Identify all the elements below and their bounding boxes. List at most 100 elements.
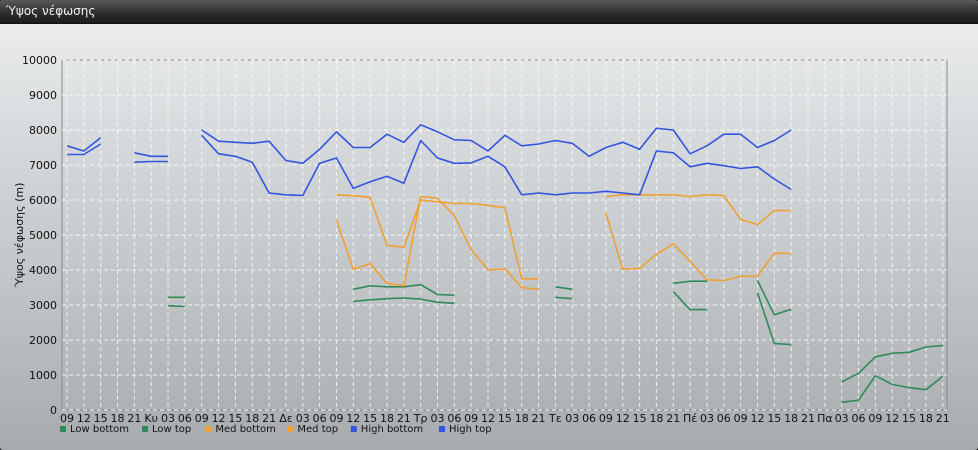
x-tick-label: 21 [666, 412, 680, 425]
series-line [201, 134, 792, 197]
x-tick-label: 12 [750, 412, 764, 425]
series-line [841, 374, 944, 404]
series-line [201, 124, 792, 165]
x-tick-label: 06 [313, 412, 327, 425]
x-tick-label: 12 [885, 412, 899, 425]
series-line [841, 344, 943, 383]
series-line [672, 291, 707, 311]
series-line [67, 143, 102, 156]
x-tick-label: 06 [717, 412, 731, 425]
series-line [353, 283, 455, 296]
x-tick-label: 15 [94, 412, 108, 425]
series-line [673, 280, 707, 285]
x-tick-label: 06 [582, 412, 596, 425]
series-line [756, 280, 792, 316]
x-tick-label: 12 [616, 412, 630, 425]
x-tick-label: 06 [447, 412, 461, 425]
x-tick-label: 18 [380, 412, 394, 425]
series-line [555, 296, 573, 300]
series-high-bottom [67, 134, 792, 197]
y-tick-label: 0 [50, 404, 57, 417]
x-tick-label: 21 [397, 412, 411, 425]
x-tick-label: Πα [817, 412, 833, 425]
legend-swatch [439, 426, 445, 432]
x-tick-label: 09 [60, 412, 74, 425]
x-tick-label: 15 [363, 412, 377, 425]
x-tick-label: 12 [77, 412, 91, 425]
x-tick-label: 03 [565, 412, 579, 425]
x-tick-label: 18 [515, 412, 529, 425]
legend-label: Med bottom [215, 424, 275, 435]
x-tick-label: Κυ [144, 412, 158, 425]
series-line [555, 286, 573, 291]
x-tick-label: 12 [346, 412, 360, 425]
x-tick-label: 12 [481, 412, 495, 425]
series-med-bottom [335, 195, 792, 291]
title-bar: Ύψος νέφωσης [0, 0, 978, 24]
x-tick-label: 09 [329, 412, 343, 425]
series-line [134, 152, 168, 158]
x-tick-label: Δε [279, 412, 293, 425]
y-tick-label: 2000 [29, 334, 57, 347]
series-line [336, 194, 539, 280]
y-tick-label: 10000 [22, 54, 57, 67]
series-line [167, 304, 185, 308]
series-low-bottom [167, 291, 943, 383]
x-tick-label: 15 [633, 412, 647, 425]
x-tick-label: 18 [919, 412, 933, 425]
x-tick-label: 15 [902, 412, 916, 425]
x-tick-label: 18 [649, 412, 663, 425]
x-tick-label: 18 [784, 412, 798, 425]
y-tick-label: 5000 [29, 229, 57, 242]
series-med-top [336, 194, 792, 280]
x-tick-label: 21 [127, 412, 141, 425]
x-tick-label: Τε [548, 412, 562, 425]
legend-swatch [350, 426, 357, 432]
y-tick-label: 1000 [29, 369, 57, 382]
x-tick-label: 03 [700, 412, 714, 425]
series-low-top [168, 280, 944, 404]
x-tick-label: 06 [178, 412, 192, 425]
x-tick-label: 21 [532, 412, 546, 425]
legend-label: High top [449, 424, 492, 435]
x-tick-label: 09 [599, 412, 613, 425]
x-tick-label: 03 [835, 412, 849, 425]
x-tick-label: 21 [936, 412, 950, 425]
series-line [66, 137, 102, 152]
x-tick-label: 21 [262, 412, 276, 425]
legend-label: High bottom [361, 424, 423, 435]
x-tick-label: 09 [734, 412, 748, 425]
x-tick-label: 12 [212, 412, 226, 425]
x-tick-label: 03 [296, 412, 310, 425]
y-tick-label: 8000 [29, 124, 57, 137]
legend-swatch [142, 426, 148, 432]
series-high-top [66, 124, 792, 165]
legend-swatch [60, 426, 66, 432]
y-tick-label: 9000 [29, 89, 57, 102]
x-tick-label: 09 [868, 412, 882, 425]
x-tick-label: 18 [111, 412, 125, 425]
x-tick-label: 03 [161, 412, 175, 425]
legend-swatch [205, 426, 212, 432]
x-tick-label: 21 [801, 412, 815, 425]
x-tick-label: Πέ [683, 412, 697, 425]
legend-label: Low top [152, 424, 191, 435]
legend-label: Med top [297, 424, 338, 435]
x-tick-label: 15 [228, 412, 242, 425]
series-line [605, 213, 792, 282]
x-tick-label: 09 [464, 412, 478, 425]
x-tick-label: 09 [195, 412, 209, 425]
y-tick-label: 6000 [29, 194, 57, 207]
series-line [605, 194, 792, 226]
series-line [134, 160, 168, 163]
series-line [756, 292, 792, 346]
x-tick-label: Τρ [413, 412, 428, 425]
legend-label: Low bottom [70, 424, 129, 435]
x-tick-label: 15 [767, 412, 781, 425]
series-line [353, 297, 455, 305]
x-tick-label: 06 [852, 412, 866, 425]
y-tick-label: 4000 [29, 264, 57, 277]
window-title: Ύψος νέφωσης [6, 4, 96, 18]
series-line [335, 195, 539, 291]
